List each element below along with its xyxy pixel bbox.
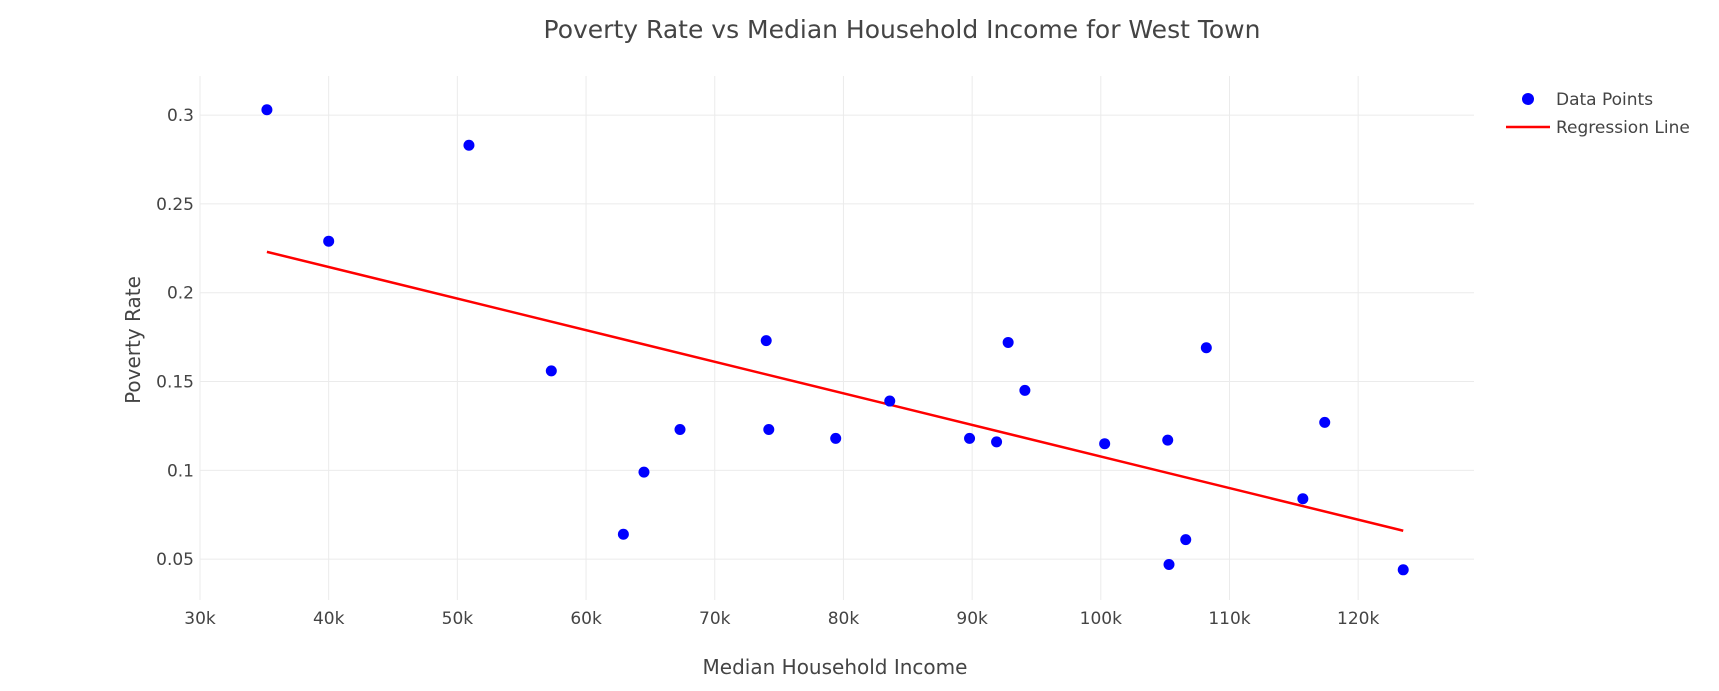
y-tick-label: 0.25	[156, 195, 194, 215]
legend[interactable]: Data Points Regression Line	[1506, 90, 1690, 138]
x-tick-label: 120k	[1337, 609, 1379, 629]
data-point	[991, 436, 1003, 448]
data-point	[463, 139, 475, 151]
data-point	[964, 432, 976, 444]
data-point	[323, 235, 335, 247]
chart-title: Poverty Rate vs Median Household Income …	[544, 15, 1261, 44]
regression-line	[266, 250, 1404, 532]
legend-marker-icon	[1522, 93, 1534, 105]
data-point	[1162, 434, 1174, 446]
data-point	[1297, 493, 1309, 505]
x-tick-label: 100k	[1080, 609, 1122, 629]
data-point	[830, 432, 842, 444]
y-axis: 0.05 0.1 0.15 0.2 0.25 0.3	[156, 106, 194, 570]
legend-label: Regression Line	[1556, 118, 1690, 138]
x-tick-label: 30k	[184, 609, 216, 629]
data-point	[674, 423, 686, 435]
y-tick-label: 0.2	[167, 284, 194, 304]
legend-item[interactable]: Data Points	[1522, 90, 1653, 110]
y-tick-label: 0.3	[167, 106, 194, 126]
data-point	[1397, 564, 1409, 576]
x-tick-label: 90k	[956, 609, 988, 629]
x-axis: 30k 40k 50k 60k 70k 80k 90k 100k 110k 120k	[184, 609, 1379, 629]
data-point	[638, 466, 650, 478]
y-axis-title: Poverty Rate	[121, 276, 145, 404]
legend-item[interactable]: Regression Line	[1506, 118, 1690, 138]
data-point	[763, 423, 775, 435]
data-point	[760, 335, 772, 347]
x-tick-label: 80k	[828, 609, 860, 629]
y-tick-label: 0.05	[156, 550, 194, 570]
x-tick-label: 70k	[699, 609, 731, 629]
grid	[199, 76, 1474, 600]
data-point	[1099, 438, 1111, 450]
legend-label: Data Points	[1556, 90, 1653, 110]
x-tick-label: 40k	[313, 609, 345, 629]
data-point	[1002, 336, 1014, 348]
x-axis-title: Median Household Income	[703, 655, 968, 679]
plot-area	[261, 104, 1409, 576]
y-tick-label: 0.15	[156, 373, 194, 393]
data-point	[261, 104, 273, 116]
data-point	[1319, 416, 1331, 428]
data-point	[617, 528, 629, 540]
data-point	[545, 365, 557, 377]
data-point	[1200, 342, 1212, 354]
data-point	[1019, 384, 1031, 396]
data-point	[1163, 558, 1175, 570]
data-point	[884, 395, 896, 407]
x-tick-label: 60k	[570, 609, 602, 629]
x-tick-label: 110k	[1208, 609, 1250, 629]
x-tick-label: 50k	[442, 609, 474, 629]
data-point	[1180, 534, 1192, 546]
y-tick-label: 0.1	[167, 461, 194, 481]
